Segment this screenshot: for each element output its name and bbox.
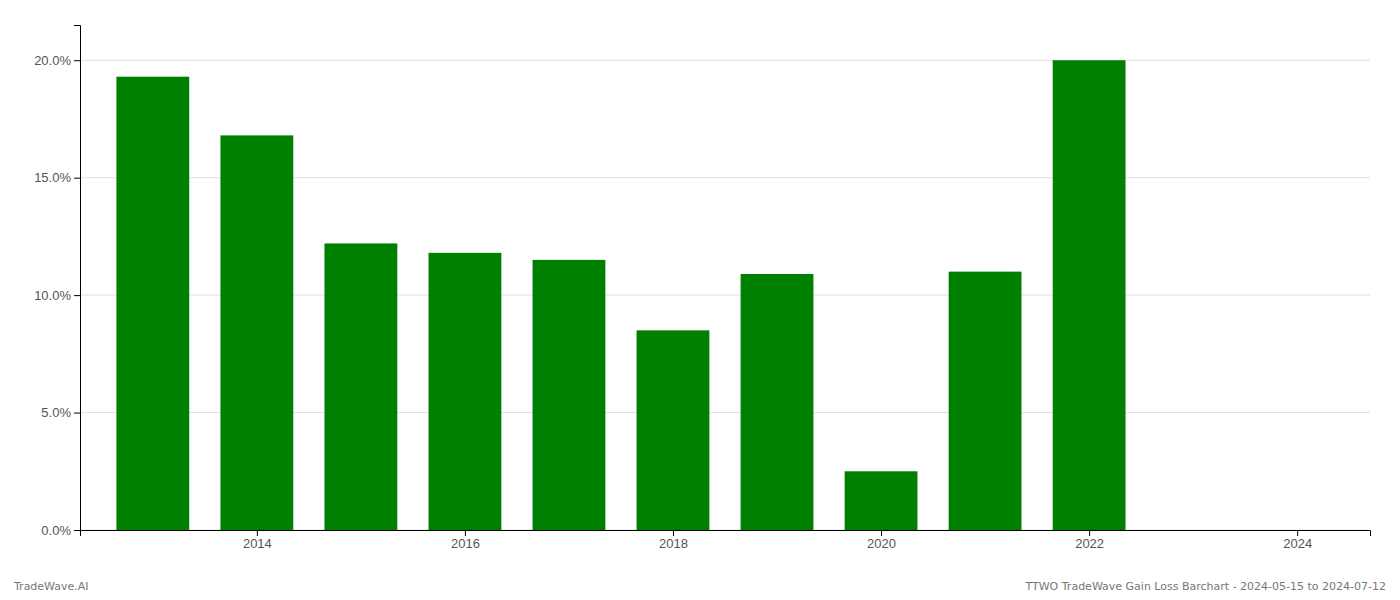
footer-text: TTWO TradeWave Gain Loss Barchart - 2024… [1024, 580, 1386, 593]
y-tick: 5.0% [41, 405, 80, 420]
x-axis: 2014 2016 2018 2020 2022 2024 [81, 530, 1371, 551]
bar [220, 135, 293, 530]
y-tick-mark [74, 413, 80, 414]
x-tick-label: 2014 [243, 536, 272, 551]
y-tick-mark [74, 60, 80, 61]
y-axis: 0.0% 5.0% 10.0% 15.0% 20.0% [34, 26, 80, 538]
x-tick-mark [1089, 530, 1090, 536]
x-tick: 2016 [451, 530, 480, 551]
bar [116, 77, 189, 530]
x-tick: 2024 [1283, 530, 1312, 551]
x-tick: 2018 [659, 530, 688, 551]
x-tick-label: 2016 [451, 536, 480, 551]
y-tick-label: 15.0% [34, 170, 71, 185]
x-tick-mark [1297, 530, 1298, 536]
x-axis-line [81, 531, 1371, 537]
footer: TradeWave.AI TTWO TradeWave Gain Loss Bar… [13, 580, 1386, 593]
y-tick: 0.0% [41, 523, 80, 538]
y-tick-label: 20.0% [34, 53, 71, 68]
y-tick-mark [74, 178, 80, 179]
y-tick-label: 10.0% [34, 288, 71, 303]
x-tick: 2022 [1075, 530, 1104, 551]
y-axis-line [74, 26, 81, 531]
bar [324, 243, 397, 530]
x-tick-mark [465, 530, 466, 536]
y-tick-label: 5.0% [41, 405, 71, 420]
bars [116, 60, 1125, 530]
bar [637, 330, 710, 530]
y-tick: 20.0% [34, 53, 80, 68]
plot: 2014 2016 2018 2020 2022 2024 0.0% 5.0% 10.0% 15.… [34, 26, 1370, 552]
x-tick-mark [673, 530, 674, 536]
y-tick-label: 0.0% [41, 523, 71, 538]
y-tick: 15.0% [34, 170, 80, 185]
x-tick-label: 2020 [867, 536, 896, 551]
bar [533, 260, 606, 530]
y-tick-mark [74, 530, 80, 531]
bar [429, 253, 502, 530]
x-tick-label: 2024 [1283, 536, 1312, 551]
x-tick: 2014 [243, 530, 272, 551]
grid [80, 60, 1370, 530]
footer-text: TradeWave.AI [13, 580, 89, 593]
y-tick: 10.0% [34, 288, 80, 303]
x-tick-mark [881, 530, 882, 536]
bar [845, 471, 918, 530]
bar [741, 274, 814, 530]
x-tick-mark [257, 530, 258, 536]
y-tick-mark [74, 295, 80, 296]
chart: 2014 2016 2018 2020 2022 2024 0.0% 5.0% 10.0% 15.… [0, 0, 1400, 600]
grid-line [80, 60, 1370, 61]
x-tick-label: 2018 [659, 536, 688, 551]
bar [1053, 60, 1126, 530]
bar [949, 272, 1022, 530]
x-tick: 2020 [867, 530, 896, 551]
x-tick-label: 2022 [1075, 536, 1104, 551]
